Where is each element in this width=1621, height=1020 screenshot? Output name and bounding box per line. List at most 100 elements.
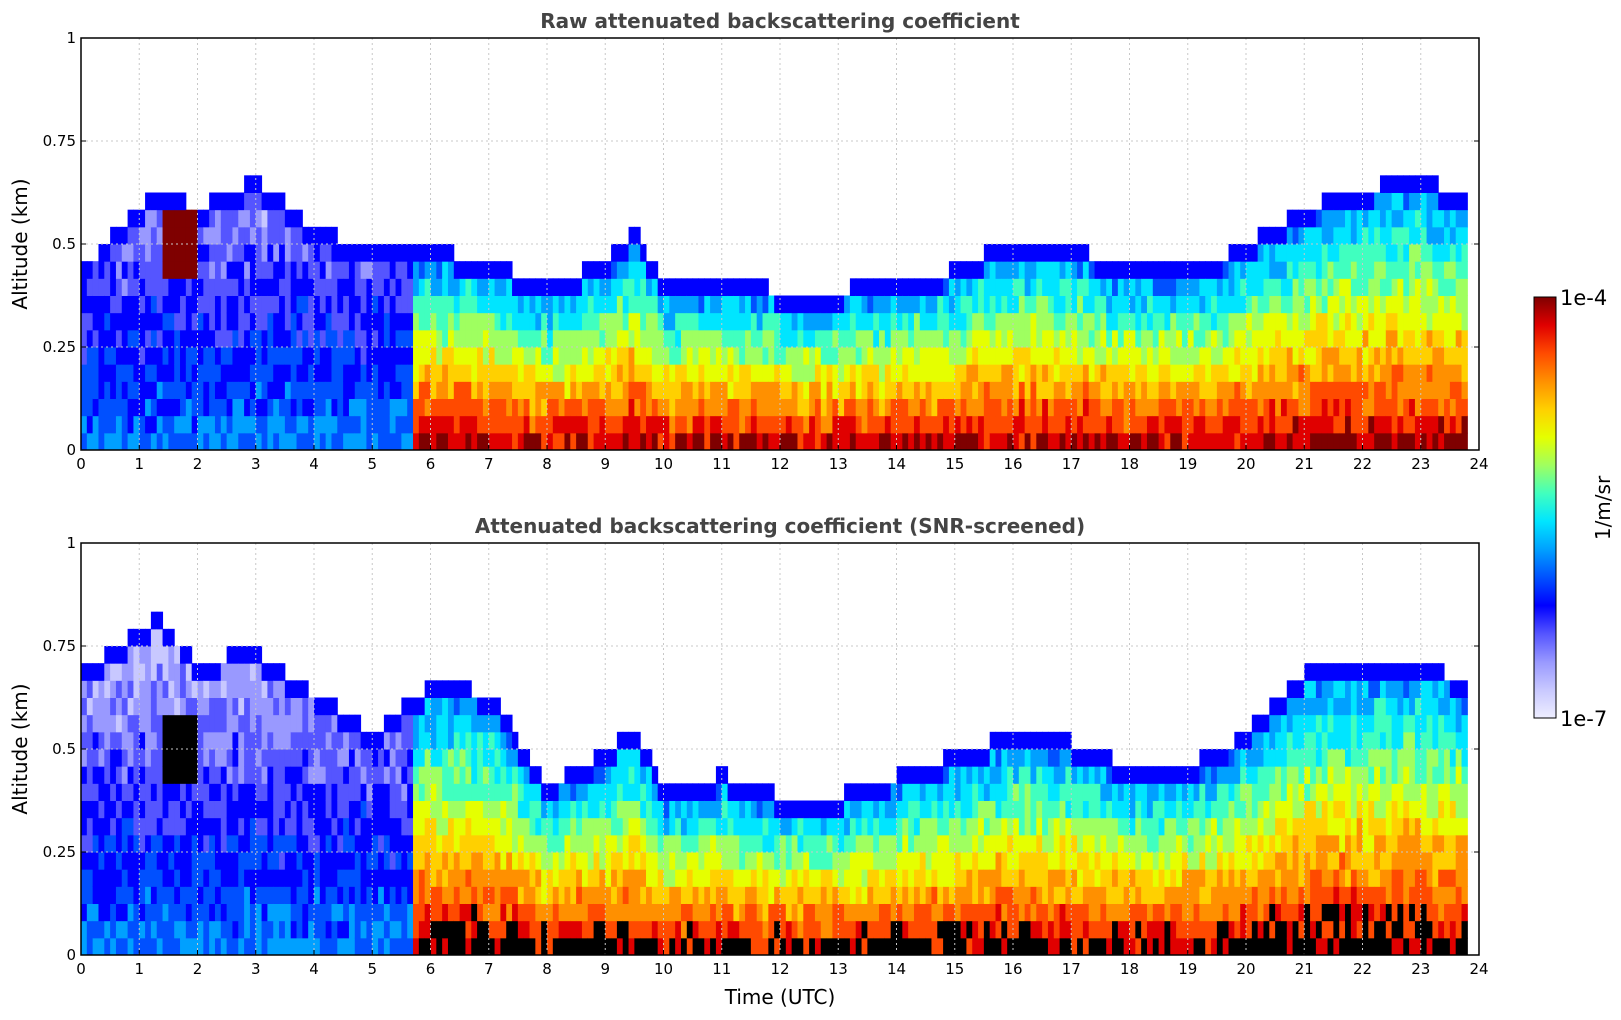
heatmap-cell [424,278,431,296]
heatmap-cell [960,766,967,784]
heatmap-cell [1187,432,1195,450]
heatmap-cell [1176,381,1183,399]
heatmap-cell [232,731,239,750]
heatmap-cell [98,749,105,767]
heatmap-cell [605,783,612,801]
heatmap-cell [937,869,944,887]
heatmap-cell [780,329,787,348]
heatmap-cell [663,817,670,836]
heatmap-cell [133,347,140,365]
heatmap-cell [1350,347,1358,365]
heatmap-cell [1211,381,1218,399]
heatmap-cell [477,432,484,450]
heatmap-cell [948,783,956,801]
heatmap-cell [1199,329,1206,348]
heatmap-cell [1315,364,1323,382]
heatmap-cell [832,347,839,365]
heatmap-cell [1158,261,1165,279]
heatmap-cell [150,398,158,417]
heatmap-cell [197,278,204,296]
heatmap-cell [576,347,583,365]
heatmap-cell [209,886,216,904]
heatmap-cell [838,920,845,939]
heatmap-cell [1059,347,1066,365]
heatmap-cell [564,766,571,784]
heatmap-cell [890,415,897,434]
heatmap-cell [873,432,880,450]
heatmap-cell [1304,295,1311,314]
heatmap-cell [413,749,420,767]
heatmap-cell [925,852,932,870]
heatmap-cell [279,329,286,348]
heatmap-cell [698,937,705,955]
heatmap-cell [115,261,123,279]
heatmap-cell [232,800,239,819]
heatmap-cell [861,869,868,887]
heatmap-cell [319,869,327,887]
heatmap-cell [512,869,519,887]
heatmap-cell [1321,261,1329,279]
heatmap-cell [867,312,874,331]
heatmap-cell [279,749,286,767]
heatmap-cell [255,432,263,450]
heatmap-cell [587,295,595,314]
heatmap-cell [523,834,531,853]
heatmap-cell [855,800,863,819]
heatmap-cell [174,937,181,955]
heatmap-cell [442,364,449,382]
heatmap-cell [1426,295,1433,314]
heatmap-cell [238,364,245,382]
heatmap-cell [150,852,158,870]
heatmap-cell [552,295,560,314]
heatmap-cell [547,278,554,296]
heatmap-cell [81,312,88,331]
heatmap-cell [1240,432,1247,450]
heatmap-cell [1356,432,1364,450]
heatmap-cell [523,749,531,767]
heatmap-cell [896,800,903,819]
heatmap-cell [762,937,769,955]
heatmap-cell [279,697,286,716]
heatmap-cell [1403,261,1410,279]
heatmap-cell [803,364,810,382]
heatmap-cell [1100,312,1107,331]
heatmap-cell [669,295,676,314]
heatmap-cell [145,312,152,331]
heatmap-cell [220,937,228,955]
heatmap-cell [407,920,414,939]
heatmap-cell [226,886,233,904]
heatmap-cell [413,329,420,348]
heatmap-cell [331,800,338,819]
heatmap-cell [343,261,350,279]
heatmap-cell [506,937,513,955]
heatmap-cell [873,398,880,417]
heatmap-cell [611,398,618,417]
heatmap-cell [244,175,251,193]
heatmap-cell [1071,244,1078,262]
heatmap-cell [494,766,501,784]
heatmap-cell [477,364,484,382]
heatmap-cell [1181,364,1189,382]
heatmap-cell [698,783,705,801]
heatmap-cell [1420,329,1428,348]
heatmap-cell [919,432,927,450]
heatmap-cell [494,817,501,836]
heatmap-cell [739,817,746,836]
heatmap-cell [174,398,181,417]
heatmap-cell [791,886,798,904]
heatmap-cell [314,347,321,365]
heatmap-cell [180,920,187,939]
heatmap-cell [302,432,309,450]
heatmap-cell [174,869,181,887]
heatmap-cell [226,903,233,922]
heatmap-cell [669,278,676,296]
heatmap-cell [721,432,729,450]
heatmap-cell [1030,347,1037,365]
heatmap-cell [180,244,187,262]
heatmap-cell [290,329,298,348]
heatmap-cell [115,312,123,331]
heatmap-cell [599,295,606,314]
heatmap-cell [943,295,950,314]
heatmap-cell [517,920,525,939]
heatmap-cell [255,329,263,348]
